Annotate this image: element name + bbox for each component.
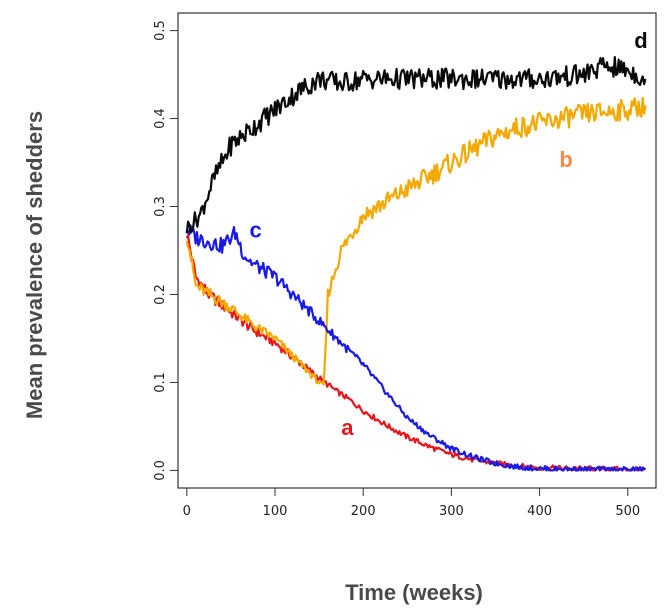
series-label-b: b <box>559 147 572 172</box>
y-tick-label: 0.2 <box>153 284 168 305</box>
plot-border <box>177 12 657 489</box>
y-axis-title: Mean prevalence of shedders <box>22 111 47 419</box>
series-label-d: d <box>634 28 647 53</box>
y-tick-label: 0.1 <box>153 372 168 393</box>
series-line-b <box>185 96 647 386</box>
series-label-c: c <box>249 217 261 242</box>
x-axis-title: Time (weeks) <box>345 580 483 605</box>
series-labels: a b c d <box>249 28 647 440</box>
x-tick-label: 200 <box>351 504 376 519</box>
series-line-a <box>185 234 647 472</box>
x-tick-label: 300 <box>439 504 464 519</box>
y-tick-label: 0.0 <box>153 460 168 481</box>
y-axis: 0.0 0.1 0.2 0.3 0.4 0.5 <box>153 20 178 481</box>
series-label-a: a <box>341 415 354 440</box>
y-tick-label: 0.3 <box>153 196 168 217</box>
y-tick-label: 0.4 <box>153 108 168 129</box>
x-tick-label: 500 <box>615 504 640 519</box>
x-tick-label: 0 <box>183 504 191 519</box>
plot-frame <box>177 12 657 489</box>
series-line-c <box>186 224 647 472</box>
series-layer <box>185 55 647 472</box>
x-axis: 0 100 200 300 400 500 <box>183 488 640 519</box>
y-tick-label: 0.5 <box>153 20 168 41</box>
x-tick-label: 100 <box>263 504 288 519</box>
series-line-d <box>185 55 647 234</box>
x-tick-label: 400 <box>527 504 552 519</box>
